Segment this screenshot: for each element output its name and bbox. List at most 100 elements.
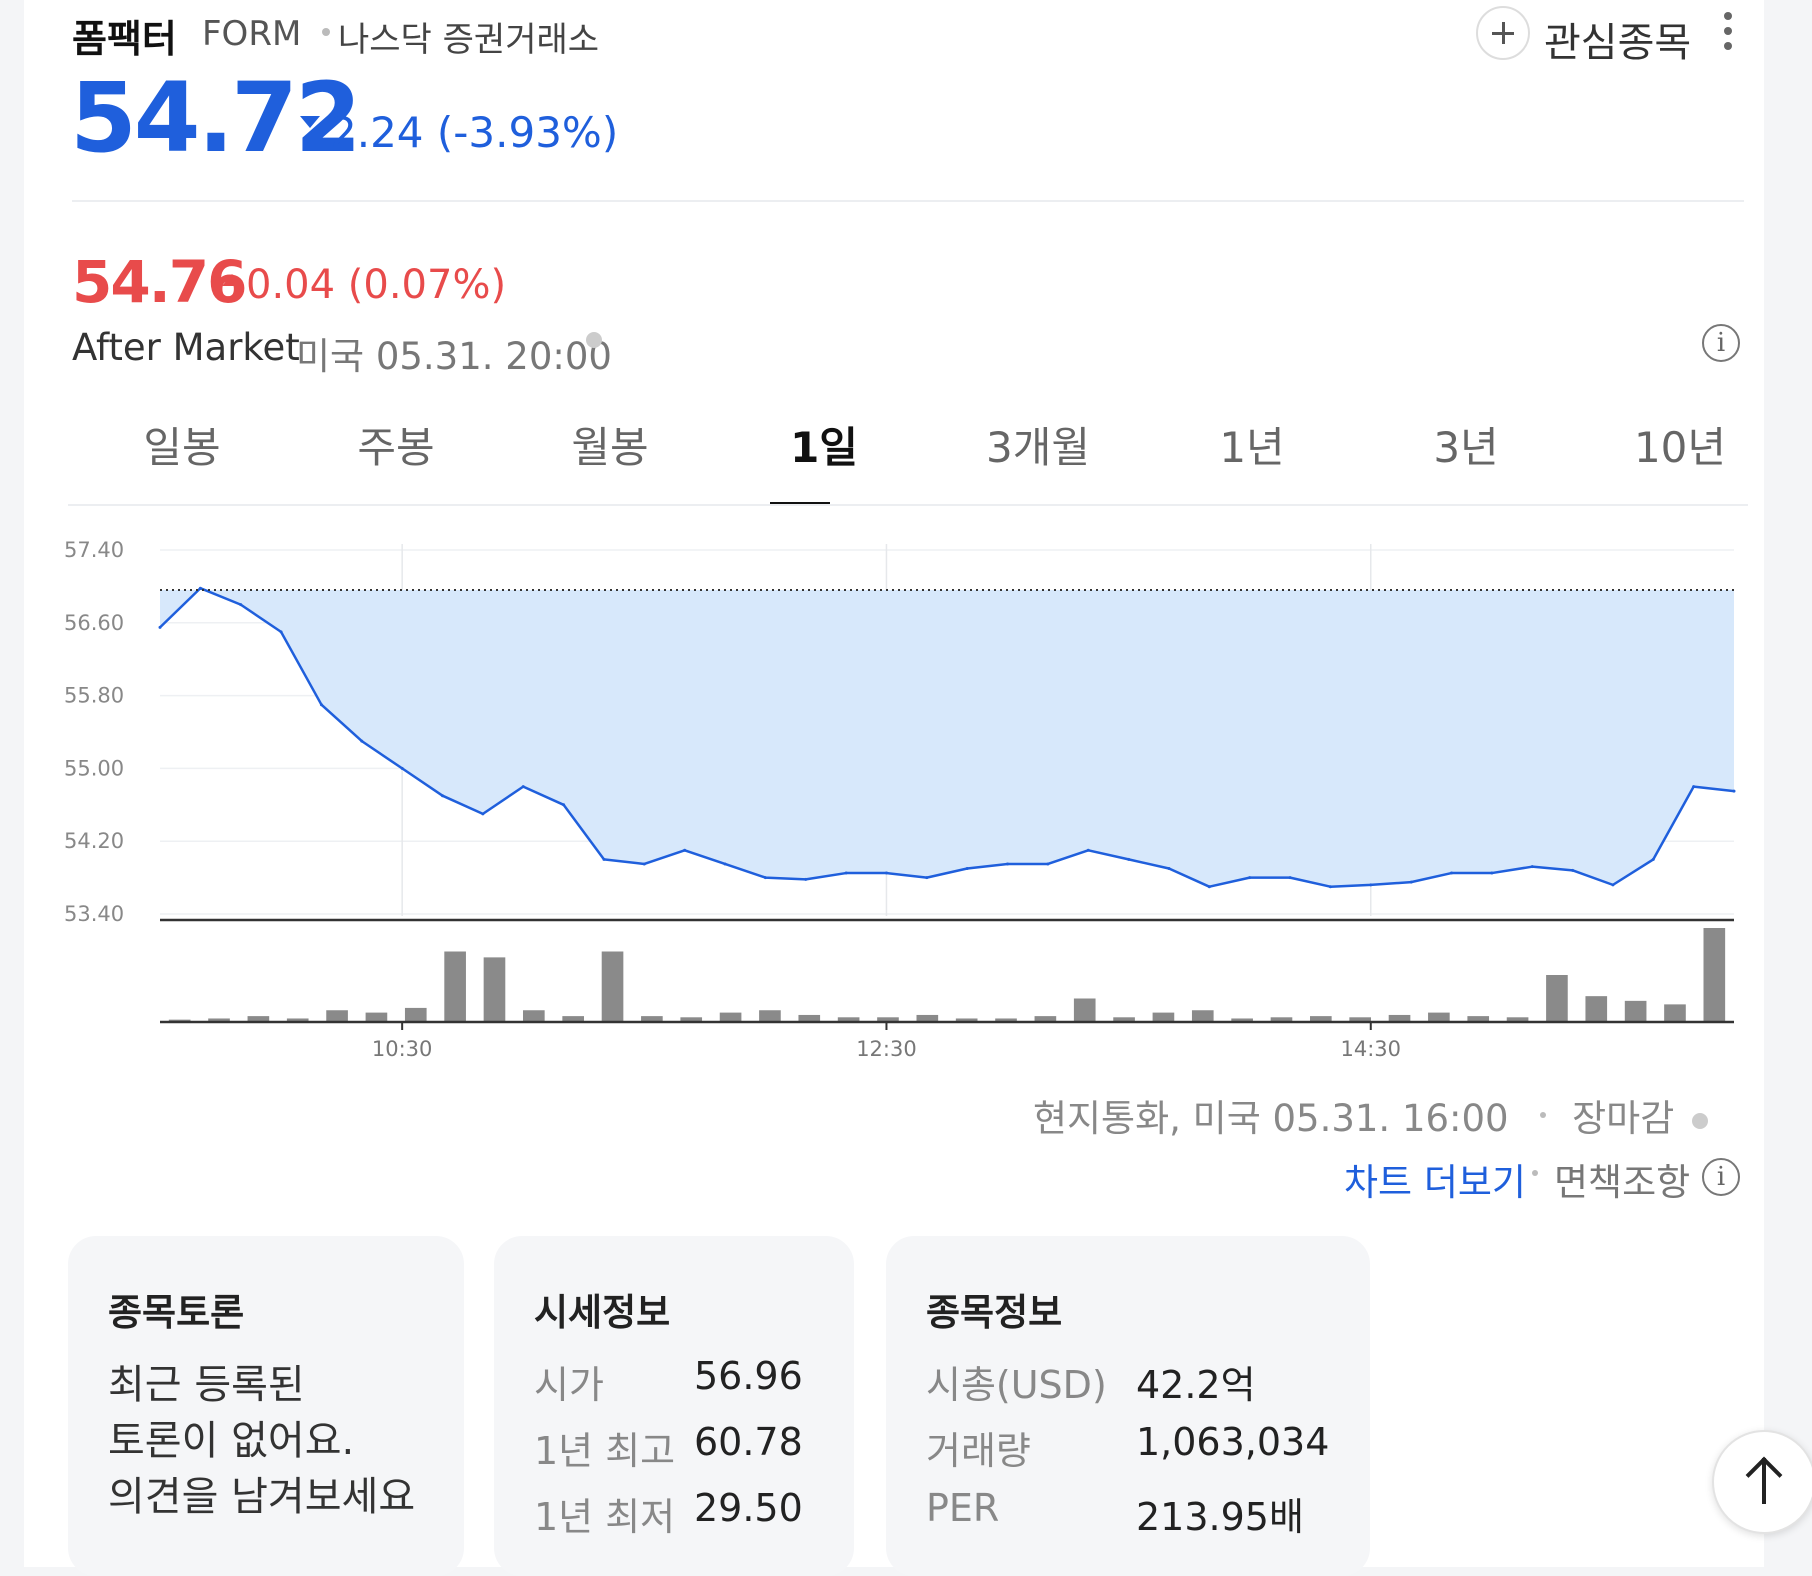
tab-0[interactable]: 일봉	[143, 423, 221, 472]
tab-3[interactable]: 1일	[790, 423, 858, 472]
price-point	[279, 630, 283, 634]
divider	[72, 200, 1744, 202]
stock-detail-page: 폼팩터 FORM 나스닥 증권거래소 관심종목 54.72 2.24 (-3.9…	[24, 0, 1812, 1576]
stock-code: FORM	[202, 14, 302, 54]
volume-bar	[798, 1014, 821, 1022]
price-point	[683, 848, 687, 852]
price-point	[965, 867, 969, 870]
volume-bar	[1388, 1014, 1411, 1022]
volume-bar	[995, 1018, 1017, 1022]
price-point	[1692, 785, 1696, 789]
exchange-name: 나스닥 증권거래소	[338, 20, 600, 60]
chart-footer-text: 현지통화, 미국 05.31. 16:00	[1032, 1097, 1509, 1140]
status-dot	[586, 332, 602, 348]
price-line	[159, 586, 1735, 888]
volume-bar	[365, 1012, 388, 1022]
info-key: 1년 최고	[534, 1429, 676, 1473]
price-point	[1732, 789, 1736, 793]
tab-7[interactable]: 10년	[1633, 423, 1727, 472]
tab-6[interactable]: 3년	[1433, 423, 1499, 472]
info-value: 1,063,034	[1136, 1420, 1330, 1464]
after-market-time: 미국 05.31. 20:00	[296, 335, 612, 378]
volume-bar	[523, 1010, 545, 1022]
volume-bar	[1428, 1012, 1450, 1022]
price-point	[1127, 857, 1131, 861]
price-point	[1369, 883, 1373, 887]
volume-bar	[1585, 996, 1608, 1022]
price-point	[1490, 871, 1494, 875]
volume-bar	[404, 1007, 427, 1022]
info-value: 56.96	[694, 1354, 803, 1398]
separator-dot	[1540, 1111, 1547, 1118]
market-info-card[interactable]: 시세정보 시가 56.96 1년 최고 60.78 1년 최저 29.50	[494, 1236, 854, 1576]
volume-bar	[1467, 1016, 1490, 1022]
disclaimer-link[interactable]: 면책조항	[1554, 1161, 1691, 1204]
tab-2[interactable]: 월봉	[571, 423, 649, 472]
chart-timestamp: 현지통화, 미국 05.31. 16:00 장마감	[1033, 1088, 1708, 1142]
y-tick-label: 53.40	[64, 902, 124, 926]
price-point	[1449, 871, 1453, 875]
separator-dot	[322, 28, 330, 36]
volume-bar	[286, 1018, 309, 1022]
separator-dot	[1532, 1170, 1538, 1176]
volume-bar	[1073, 998, 1096, 1022]
status-dot	[1692, 1112, 1708, 1129]
info-value: 29.50	[694, 1486, 803, 1530]
price-point	[1328, 885, 1332, 889]
volume-bar	[1349, 1017, 1371, 1022]
more-menu-icon[interactable]	[1724, 12, 1734, 56]
price-point	[925, 876, 929, 880]
price-point	[239, 603, 243, 607]
after-market-price: 54.76	[72, 248, 247, 316]
volume-bar	[1034, 1016, 1057, 1022]
card-title: 시세정보	[534, 1291, 671, 1334]
down-triangle-icon	[300, 116, 320, 128]
info-icon[interactable]: i	[1702, 324, 1740, 362]
card-text: 최근 등록된	[108, 1362, 305, 1408]
stock-name: 폼팩터	[72, 17, 177, 61]
volume-bar	[601, 951, 624, 1022]
volume-bar	[444, 951, 466, 1022]
tab-1[interactable]: 주봉	[357, 423, 435, 472]
after-market-change: 0.04 (0.07%)	[246, 262, 507, 308]
discussion-card[interactable]: 종목토론 최근 등록된 토론이 없어요. 의견을 남겨보세요	[68, 1236, 464, 1576]
y-tick-label: 57.40	[64, 538, 124, 562]
volume-bar	[719, 1012, 742, 1022]
scroll-to-top-button[interactable]	[1712, 1430, 1812, 1534]
price-point	[1167, 867, 1171, 870]
market-status: 장마감	[1572, 1097, 1675, 1140]
add-watchlist-plus-icon[interactable]	[1476, 6, 1530, 60]
active-tab-indicator	[770, 502, 830, 505]
volume-bar	[1152, 1012, 1175, 1022]
price-point	[602, 857, 606, 861]
price-change: 2.24 (-3.93%)	[330, 108, 619, 157]
volume-bar	[1310, 1016, 1332, 1022]
price-point	[844, 871, 848, 875]
price-point	[723, 862, 727, 866]
price-point	[1207, 885, 1211, 889]
volume-bar	[247, 1016, 270, 1022]
y-tick-label: 56.60	[64, 611, 124, 635]
x-tick-label: 12:30	[856, 1037, 917, 1061]
price-point	[198, 586, 202, 590]
volume-bar	[326, 1010, 348, 1022]
price-point	[481, 812, 485, 816]
volume-bar	[562, 1016, 584, 1022]
intraday-price-chart[interactable]: 57.40 56.60 55.80 55.00 54.20 53.40 10:30 12:30…	[60, 520, 1760, 1080]
volume-bar	[680, 1017, 703, 1022]
info-key: 시가	[534, 1363, 604, 1407]
add-watchlist-button[interactable]: 관심종목	[1544, 20, 1692, 66]
volume-bar	[1703, 928, 1726, 1022]
tab-4[interactable]: 3개월	[985, 423, 1090, 472]
stock-info-card[interactable]: 종목정보 시총(USD) 42.2억 거래량 1,063,034 PER 213…	[886, 1236, 1370, 1576]
info-icon[interactable]: i	[1702, 1158, 1740, 1196]
tab-5[interactable]: 1년	[1219, 423, 1285, 472]
info-value: 213.95배	[1136, 1495, 1304, 1539]
price-point	[884, 871, 888, 875]
more-chart-link[interactable]: 차트 더보기	[1344, 1161, 1526, 1204]
volume-bar	[837, 1017, 860, 1022]
price-point	[1086, 848, 1090, 852]
volume-bar	[877, 1017, 899, 1022]
volume-bar	[208, 1018, 230, 1022]
price-point	[562, 803, 566, 807]
